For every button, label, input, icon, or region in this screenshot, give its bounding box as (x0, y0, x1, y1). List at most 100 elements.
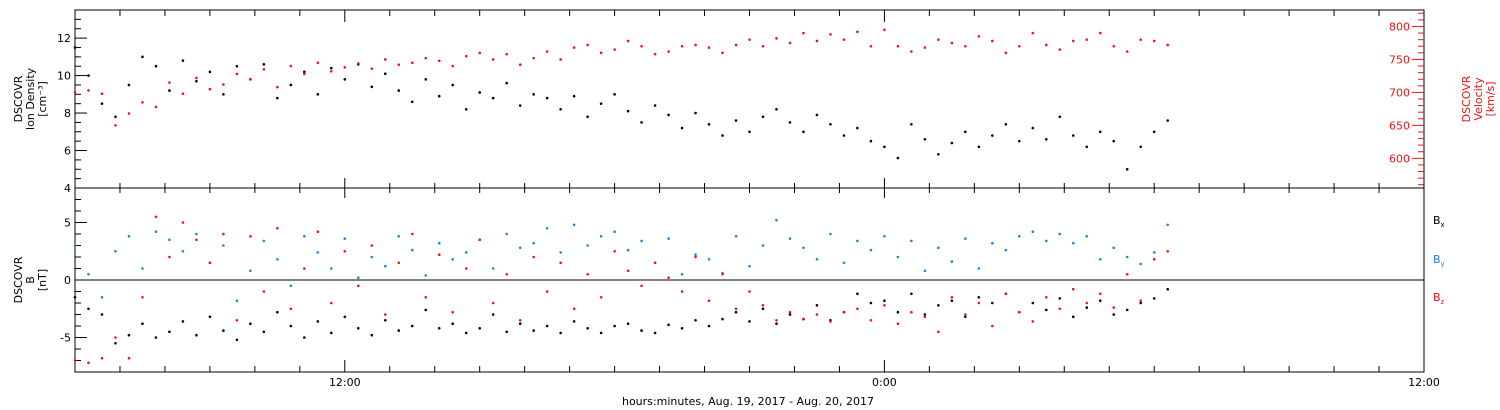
density-point (626, 109, 630, 113)
density-point (991, 134, 994, 137)
velocity-point (437, 59, 441, 63)
velocity-point (680, 44, 684, 48)
density-point (667, 113, 670, 117)
velocity-point (775, 37, 778, 40)
bz-point (802, 317, 805, 321)
bx-point (1166, 287, 1169, 291)
density-point (330, 66, 333, 70)
bz-point (276, 226, 279, 230)
bx-point (856, 292, 859, 296)
by-point (815, 258, 819, 261)
velocity-point (303, 72, 306, 76)
bx-point (303, 336, 306, 339)
density-point (1166, 119, 1169, 122)
bz-point (775, 318, 778, 322)
by-point (599, 235, 603, 238)
by-point (869, 248, 873, 252)
bz-point (181, 221, 185, 224)
bx-point (127, 333, 131, 337)
bx-point (1139, 301, 1143, 305)
bx-point (613, 324, 616, 328)
density-point (141, 55, 144, 59)
magnetic-field-axis-label: DSCOVRB[nT] (12, 256, 49, 303)
velocity-point (1112, 44, 1116, 48)
velocity-point (410, 61, 414, 65)
by-point (168, 238, 171, 242)
bz-point (788, 310, 792, 314)
bx-point (667, 323, 670, 327)
bz-point (829, 320, 832, 323)
velocity-point (1071, 39, 1075, 43)
by-point (249, 269, 252, 273)
bz-point (195, 238, 198, 242)
by-point (937, 246, 940, 250)
velocity-point (276, 85, 279, 89)
density-point (383, 72, 387, 76)
axis-label-line: Velocity (1472, 77, 1485, 121)
velocity-point (1098, 31, 1102, 35)
velocity-point (1044, 43, 1048, 47)
bz-point (667, 276, 670, 280)
bz-point (1125, 272, 1129, 276)
bx-point (937, 304, 940, 307)
bz-point (896, 322, 900, 326)
density-point (1058, 115, 1062, 119)
bz-point (883, 304, 886, 307)
bx-point (734, 310, 738, 314)
density-point (910, 122, 913, 126)
velocity-point (370, 67, 374, 70)
bz-point (910, 310, 913, 314)
by-point (330, 267, 333, 270)
density-point (707, 122, 711, 126)
bx-point (424, 308, 428, 312)
bx-point (788, 313, 792, 316)
velocity-point (869, 44, 873, 48)
bz-point (1044, 295, 1048, 299)
density-point (937, 152, 940, 156)
axis-label-line: DSCOVR (12, 256, 25, 303)
by-point (316, 251, 320, 254)
by-point (802, 246, 805, 250)
by-point (694, 253, 697, 256)
bz-point (424, 295, 428, 299)
density-point (518, 104, 522, 107)
by-point (1058, 232, 1062, 236)
bz-point (87, 361, 90, 365)
velocity-point (235, 72, 239, 76)
velocity-point (73, 91, 77, 94)
by-point (977, 267, 981, 270)
bz-point (370, 244, 374, 247)
density-point (262, 63, 266, 66)
bz-point (1031, 320, 1035, 323)
velocity-point (586, 43, 589, 47)
bz-point (1139, 299, 1143, 303)
velocity-point (249, 77, 252, 81)
velocity-point (478, 51, 482, 55)
by-point (1139, 262, 1143, 266)
by-point (235, 299, 239, 303)
bx-point (1112, 313, 1116, 316)
bx-point (235, 338, 239, 342)
by-point (883, 235, 886, 238)
bx-point (383, 318, 387, 322)
bz-point (964, 313, 967, 316)
velocity-point (1139, 38, 1143, 41)
bottom-left-axis-ticks (75, 199, 87, 361)
density-point (640, 121, 643, 124)
bx-point (141, 322, 144, 326)
by-point (734, 235, 738, 238)
bz-point (451, 310, 455, 314)
velocity-point (815, 39, 819, 43)
by-point (410, 248, 414, 252)
velocity-point (1031, 31, 1035, 35)
density-point (923, 137, 927, 141)
bz-point (734, 307, 738, 311)
bz-point (330, 301, 333, 305)
density-point (734, 119, 738, 122)
density-point (316, 93, 320, 96)
velocity-point (451, 64, 455, 68)
density-point (235, 64, 239, 68)
bx-point (222, 329, 225, 332)
bx-point (276, 310, 279, 314)
density-point (653, 104, 657, 107)
